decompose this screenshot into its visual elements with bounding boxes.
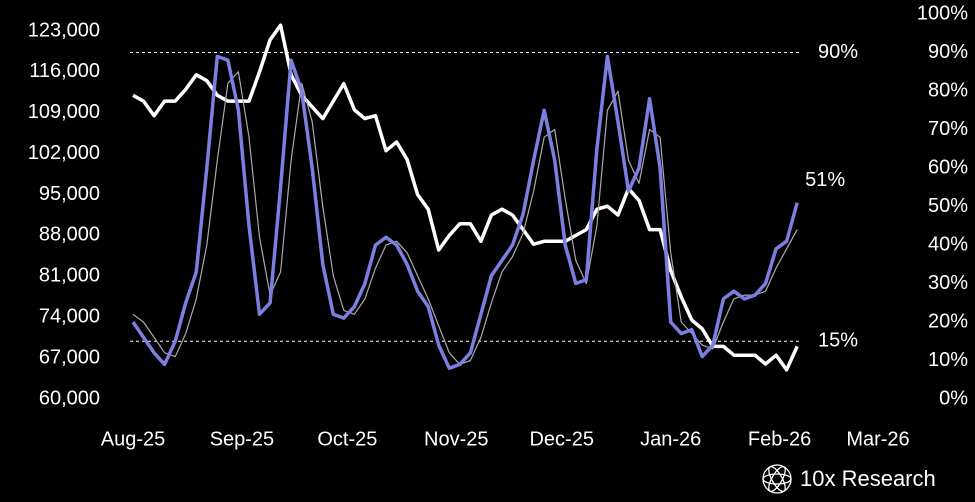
x-tick-label: Mar-26 [846,428,909,450]
x-tick-label: Jan-26 [640,428,701,450]
y2-tick-label: 60% [928,156,968,178]
y-tick-label: 81,000 [39,265,100,287]
y2-tick-label: 100% [917,2,968,24]
reference-label: 15% [818,330,858,352]
y2-tick-label: 10% [928,349,968,371]
x-tick-label: Aug-25 [101,428,166,450]
y-tick-label: 102,000 [28,142,100,164]
y-tick-label: 116,000 [29,60,100,82]
y2-tick-label: 50% [928,195,968,217]
y2-tick-label: 70% [928,118,968,140]
x-tick-label: Feb-26 [748,428,811,450]
y2-tick-label: 80% [928,79,968,101]
y2-tick-label: 40% [928,233,968,255]
series-line [131,54,799,370]
brand: 10x Research [800,466,936,491]
y-tick-label: 95,000 [39,183,100,205]
y2-tick-label: 0% [939,387,968,409]
y2-tick-label: 30% [928,272,968,294]
series-line [132,71,798,365]
y-tick-label: 109,000 [28,101,100,123]
y-tick-label: 123,000 [28,19,100,41]
y-tick-label: 67,000 [39,346,100,368]
x-tick-label: Sep-25 [210,428,275,450]
y2-tick-label: 20% [928,310,968,332]
reference-label: 90% [818,41,858,63]
x-tick-label: Nov-25 [424,428,488,450]
y-tick-label: 88,000 [39,224,100,246]
x-tick-label: Oct-25 [317,428,377,450]
y-tick-label: 60,000 [39,387,100,409]
y-tick-label: 74,000 [39,306,100,328]
end-label: 51% [805,169,845,191]
x-tick-label: Dec-25 [529,428,593,450]
brand-logo [762,464,792,494]
y2-tick-label: 90% [928,41,968,63]
